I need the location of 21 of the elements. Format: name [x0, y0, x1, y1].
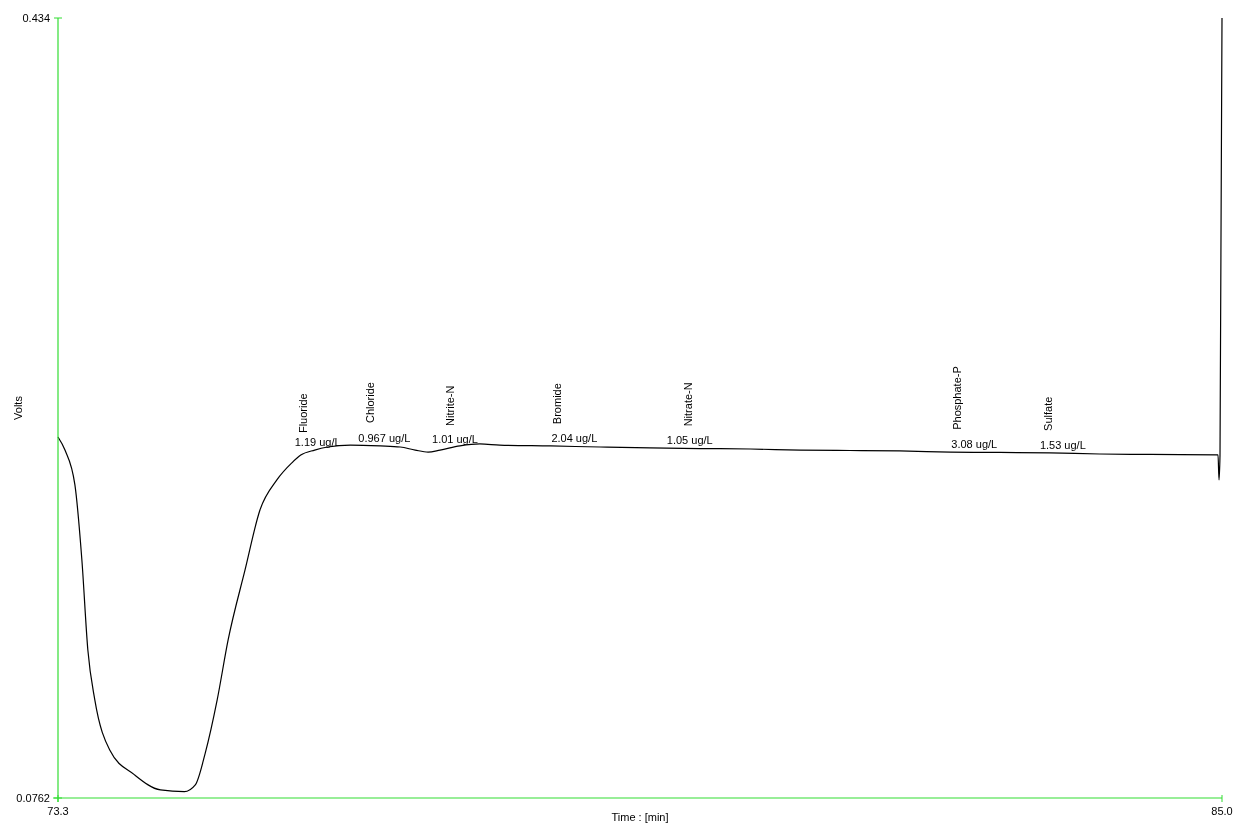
y-axis-title: Volts	[12, 395, 24, 420]
annotation: 1.01 ug/L	[432, 433, 478, 446]
annotation: 1.19 ug/L	[294, 436, 341, 449]
annotation: Sulfate	[1041, 396, 1054, 431]
x-tick-label: 85.0	[1211, 805, 1233, 817]
annotation: Fluoride	[296, 393, 309, 434]
y-tick-label: 0.0762	[16, 791, 50, 804]
x-tick-label: 73.3	[47, 805, 69, 817]
annotation: Nitrite-N	[443, 385, 456, 426]
annotation: 1.53 ug/L	[1039, 439, 1086, 452]
annotation: 3.08 ug/L	[951, 438, 998, 451]
annotation: 2.04 ug/L	[551, 432, 598, 445]
line-series	[57, 17, 1223, 793]
y-tick-label: 0.434	[22, 11, 50, 24]
annotation: Bromide	[551, 383, 564, 425]
annotation: Chloride	[364, 382, 377, 424]
x-axis-title: Time : [min]	[611, 811, 669, 823]
annotation: Nitrate-N	[681, 382, 694, 427]
annotation: Phosphate-P	[951, 366, 964, 430]
annotation: 0.967 ug/L	[358, 431, 411, 444]
annotation: 1.05 ug/L	[666, 434, 713, 447]
